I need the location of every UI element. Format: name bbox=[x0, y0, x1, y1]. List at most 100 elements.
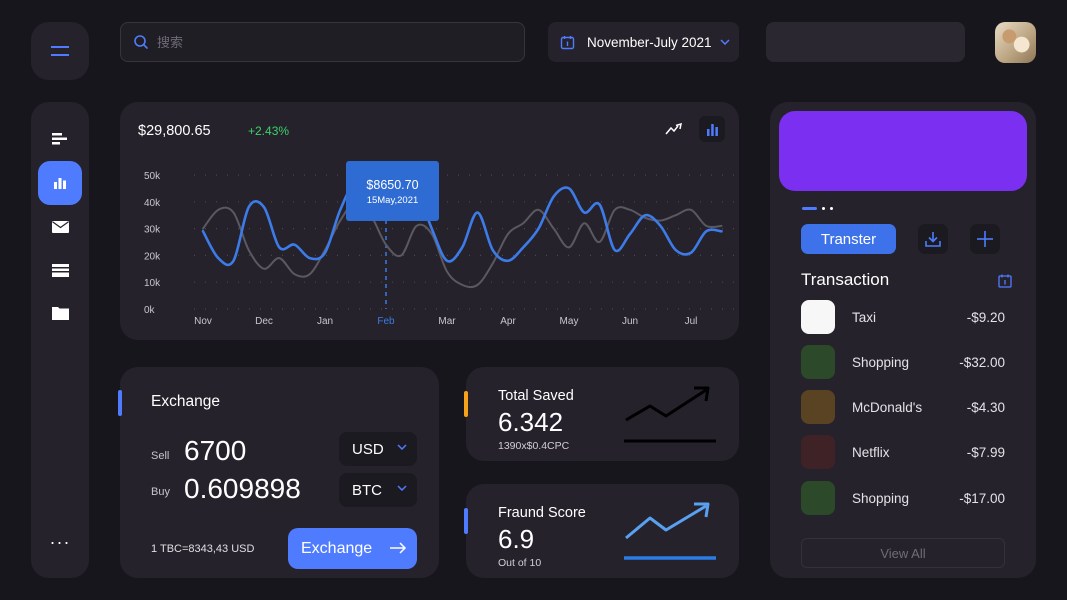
sidebar-item-mail[interactable] bbox=[38, 205, 82, 249]
total-saved-sub: 1390x$0.4CPC bbox=[498, 440, 570, 452]
sell-currency-select[interactable]: USD bbox=[339, 432, 417, 466]
transaction-row[interactable]: McDonald's -$4.30 bbox=[801, 390, 1005, 424]
exchange-button-label: Exchange bbox=[301, 539, 373, 557]
exchange-card: Exchange Sell 6700 USD Buy 0.609898 BTC … bbox=[118, 367, 439, 578]
list-icon bbox=[52, 133, 67, 145]
buy-currency-value: BTC bbox=[352, 481, 382, 499]
download-icon bbox=[925, 232, 941, 247]
buy-currency-select[interactable]: BTC bbox=[339, 473, 417, 507]
transaction-icon bbox=[801, 390, 835, 424]
trend-up-icon bbox=[624, 386, 716, 443]
total-saved-accent-bar bbox=[464, 391, 468, 417]
sidebar: ··· bbox=[31, 102, 89, 578]
x-tick-label: Jun bbox=[622, 316, 638, 327]
bar-chart-icon bbox=[706, 123, 718, 136]
transaction-name: Shopping bbox=[852, 355, 910, 370]
carousel-dot-active[interactable] bbox=[802, 207, 817, 210]
carousel-dot[interactable] bbox=[822, 207, 825, 210]
total-saved-card: Total Saved 6.342 1390x$0.4CPC bbox=[464, 367, 739, 461]
search-bar[interactable] bbox=[120, 22, 525, 62]
buy-amount[interactable]: 0.609898 bbox=[184, 473, 301, 504]
exchange-button[interactable]: Exchange bbox=[288, 528, 417, 569]
add-button[interactable] bbox=[970, 224, 1000, 254]
fraud-score-title: Fraund Score bbox=[498, 505, 586, 521]
chevron-down-icon bbox=[397, 444, 407, 450]
transaction-row[interactable]: Taxi -$9.20 bbox=[801, 300, 1005, 334]
trend-line-icon bbox=[665, 123, 682, 135]
sell-label: Sell bbox=[151, 450, 170, 462]
balance-change: +2.43% bbox=[248, 124, 290, 138]
wallet-panel: Transter Transaction Taxi -$9.20 Shoppin… bbox=[770, 102, 1036, 578]
x-tick-label: May bbox=[560, 316, 579, 327]
plus-icon bbox=[977, 231, 993, 247]
tooltip-date: 15May,2021 bbox=[366, 195, 419, 206]
y-tick-label: 30k bbox=[144, 225, 161, 236]
series-line-secondary bbox=[202, 200, 723, 289]
x-tick-label: Jan bbox=[317, 316, 333, 327]
sidebar-item-list[interactable] bbox=[38, 117, 82, 161]
buy-label: Buy bbox=[151, 486, 170, 498]
transaction-name: Taxi bbox=[852, 310, 877, 325]
fraud-score-sub: Out of 10 bbox=[498, 557, 542, 569]
transaction-amount: -$7.99 bbox=[966, 445, 1005, 460]
transaction-icon bbox=[801, 435, 835, 469]
transaction-title: Transaction bbox=[801, 270, 890, 289]
bar-chart-button[interactable] bbox=[699, 116, 725, 142]
transaction-icon bbox=[801, 345, 835, 379]
x-tick-label: Nov bbox=[194, 316, 212, 327]
download-button[interactable] bbox=[918, 224, 948, 254]
y-tick-label: 20k bbox=[144, 251, 161, 262]
exchange-rate: 1 TBC=8343,43 USD bbox=[151, 543, 255, 555]
transaction-name: McDonald's bbox=[852, 400, 923, 415]
transaction-amount: -$4.30 bbox=[966, 400, 1005, 415]
x-tick-label: Feb bbox=[377, 316, 395, 327]
exchange-title: Exchange bbox=[151, 393, 220, 410]
x-tick-label: Dec bbox=[255, 316, 273, 327]
menu-button[interactable] bbox=[31, 22, 89, 80]
wallet-card[interactable] bbox=[779, 111, 1027, 191]
transaction-amount: -$17.00 bbox=[959, 491, 1005, 506]
carousel-indicator bbox=[802, 207, 833, 210]
x-tick-label: Mar bbox=[438, 316, 456, 327]
mail-icon bbox=[51, 221, 69, 233]
avatar[interactable] bbox=[995, 22, 1036, 63]
calendar-icon bbox=[560, 35, 575, 49]
line-chart: 50k 40k 30k 20k 10k 0k Nov Dec Jan Feb Mar Apr May Ju… bbox=[144, 165, 738, 327]
transaction-icon bbox=[801, 300, 835, 334]
transaction-row[interactable]: Shopping -$32.00 bbox=[801, 345, 1005, 379]
chart-tooltip: $8650.70 15May,2021 bbox=[346, 161, 439, 221]
fraud-score-value: 6.9 bbox=[498, 524, 535, 554]
chart-type-toggle bbox=[661, 116, 725, 142]
transaction-row[interactable]: Netflix -$7.99 bbox=[801, 435, 1005, 469]
search-input[interactable] bbox=[157, 34, 497, 50]
line-chart-button[interactable] bbox=[661, 116, 687, 142]
transaction-amount: -$32.00 bbox=[959, 355, 1005, 370]
bar-chart-icon bbox=[54, 178, 66, 189]
balance-chart-card: $29,800.65 +2.43% 50k 40k 30k 20k 10k 0k Nov De… bbox=[120, 102, 739, 340]
sidebar-item-cards[interactable] bbox=[38, 248, 82, 292]
carousel-dot[interactable] bbox=[830, 207, 833, 210]
date-range-picker[interactable]: November-July 2021 bbox=[548, 22, 739, 62]
arrow-right-icon bbox=[390, 542, 407, 554]
x-tick-label: Jul bbox=[685, 316, 698, 327]
transfer-button[interactable]: Transter bbox=[801, 224, 896, 254]
date-range-label: November-July 2021 bbox=[587, 34, 712, 50]
y-tick-label: 40k bbox=[144, 198, 161, 209]
sell-amount[interactable]: 6700 bbox=[184, 435, 247, 466]
transaction-name: Netflix bbox=[852, 445, 890, 460]
folder-icon bbox=[51, 307, 69, 320]
transaction-name: Shopping bbox=[852, 491, 910, 506]
search-icon bbox=[134, 35, 148, 49]
calendar-icon[interactable] bbox=[998, 274, 1012, 288]
more-icon[interactable]: ··· bbox=[49, 532, 71, 552]
transaction-amount: -$9.20 bbox=[966, 310, 1005, 325]
sidebar-item-folder[interactable] bbox=[38, 291, 82, 335]
y-tick-label: 10k bbox=[144, 278, 161, 289]
transaction-row[interactable]: Shopping -$17.00 bbox=[801, 481, 1005, 515]
total-saved-title: Total Saved bbox=[498, 388, 574, 404]
y-tick-label: 50k bbox=[144, 171, 161, 182]
fraud-score-accent-bar bbox=[464, 508, 468, 534]
sidebar-item-analytics[interactable] bbox=[38, 161, 82, 205]
header-placeholder-field[interactable] bbox=[766, 22, 965, 62]
view-all-button[interactable]: View All bbox=[801, 538, 1005, 568]
